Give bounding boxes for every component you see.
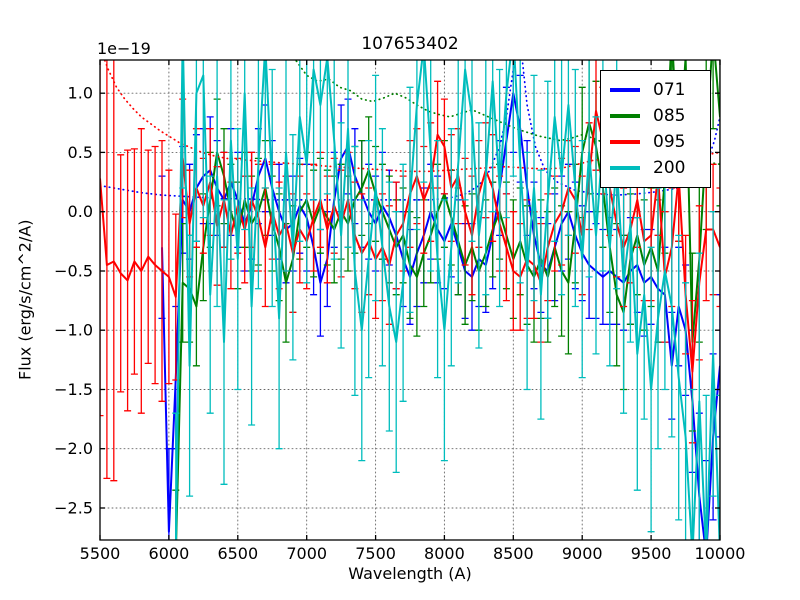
x-axis-label: Wavelength (A) — [348, 564, 472, 583]
svg-text:9000: 9000 — [562, 544, 603, 563]
legend-line-swatch-red — [610, 140, 640, 144]
svg-text:7500: 7500 — [355, 544, 396, 563]
y-axis-label: Flux (erg/s/cm^2/A) — [15, 219, 35, 381]
legend: 071 085 095 200 — [600, 70, 711, 188]
svg-text:8500: 8500 — [493, 544, 534, 563]
svg-text:5500: 5500 — [80, 544, 121, 563]
svg-text:0.0: 0.0 — [68, 202, 93, 221]
svg-text:6000: 6000 — [149, 544, 190, 563]
legend-label: 071 — [653, 79, 686, 100]
svg-text:7000: 7000 — [286, 544, 327, 563]
svg-text:9500: 9500 — [631, 544, 672, 563]
svg-text:−2.5: −2.5 — [54, 499, 93, 518]
legend-line-swatch-blue — [610, 88, 640, 92]
svg-text:1.0: 1.0 — [68, 84, 93, 103]
svg-text:10000: 10000 — [695, 544, 746, 563]
svg-text:0.5: 0.5 — [68, 143, 93, 162]
chart-title: 107653402 — [361, 34, 459, 54]
legend-line-swatch-green — [610, 114, 640, 118]
svg-text:6500: 6500 — [217, 544, 258, 563]
y-axis-offset-label: 1e−19 — [97, 39, 151, 58]
svg-text:−2.0: −2.0 — [54, 439, 93, 458]
svg-text:8000: 8000 — [424, 544, 465, 563]
svg-text:−1.5: −1.5 — [54, 380, 93, 399]
legend-item-095: 095 — [610, 129, 701, 155]
svg-text:−0.5: −0.5 — [54, 262, 93, 281]
legend-item-200: 200 — [610, 155, 701, 181]
legend-item-071: 071 — [610, 77, 701, 103]
legend-label: 095 — [653, 131, 686, 152]
legend-label: 200 — [653, 157, 686, 178]
legend-item-085: 085 — [610, 103, 701, 129]
svg-text:−1.0: −1.0 — [54, 321, 93, 340]
legend-label: 085 — [653, 105, 686, 126]
legend-line-swatch-cyan — [610, 166, 640, 170]
